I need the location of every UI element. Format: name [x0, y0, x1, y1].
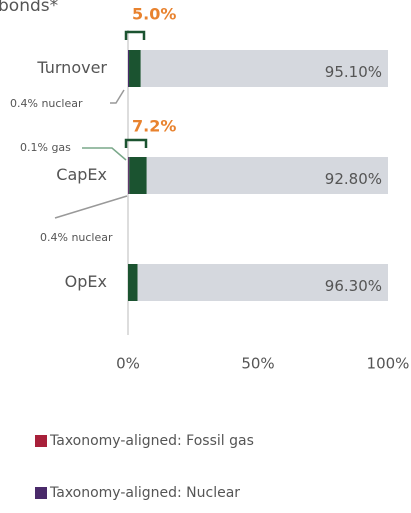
annotation: 0.4% nuclear: [40, 231, 113, 244]
category-label: OpEx: [65, 272, 107, 291]
value-label: 92.80%: [325, 170, 382, 188]
bracket: [124, 30, 146, 40]
bar-segment: [128, 264, 138, 301]
bar-segment: [146, 157, 388, 194]
bar-segment: [129, 50, 141, 87]
value-label: 95.10%: [325, 63, 382, 81]
annotation: 5.0%: [132, 5, 176, 24]
bar-segment: [129, 157, 147, 194]
x-tick-label: 50%: [241, 355, 274, 373]
bar-segment: [128, 157, 130, 194]
x-tick-label: 0%: [116, 355, 140, 373]
leader-line: [54, 195, 128, 219]
bar-segment: [137, 264, 388, 301]
legend-label: Taxonomy-aligned: Nuclear: [49, 485, 240, 501]
bracket: [124, 138, 148, 148]
category-label: CapEx: [56, 165, 107, 184]
bar-segment: [128, 50, 130, 87]
annotation: 7.2%: [132, 117, 176, 136]
leader-line: [82, 147, 127, 161]
annotation: 0.1% gas: [20, 141, 71, 154]
legend-swatch: [35, 487, 47, 499]
legend-swatch: [35, 435, 47, 447]
x-tick-label: 100%: [367, 355, 410, 373]
legend-label: Taxonomy-aligned: Fossil gas: [49, 433, 254, 449]
value-label: 96.30%: [325, 277, 382, 295]
category-label: Turnover: [36, 58, 107, 77]
bar-segment: [140, 50, 388, 87]
chart-title: bonds*: [0, 0, 58, 16]
leader-line: [110, 89, 125, 104]
annotation: 0.4% nuclear: [10, 97, 83, 110]
